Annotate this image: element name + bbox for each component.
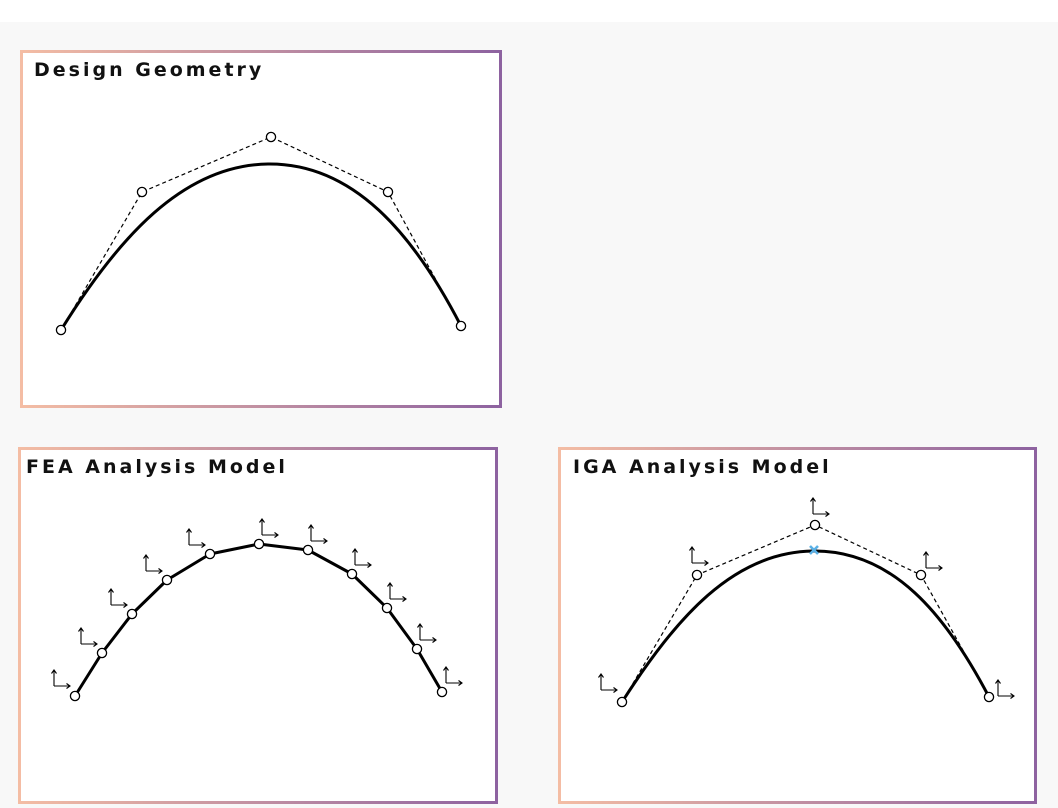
iga-analysis-diagram	[598, 497, 1015, 708]
circle-icon	[616, 696, 628, 708]
circle-icon	[346, 568, 358, 580]
axis-arrows-icon	[598, 673, 618, 693]
control-point	[455, 320, 467, 332]
axis-arrows-icon	[923, 551, 943, 571]
panel-title: Design Geometry	[34, 59, 265, 81]
circle-icon	[96, 647, 108, 659]
axis-arrows-icon	[387, 582, 407, 602]
control-point	[55, 324, 67, 336]
axis-arrows-icon	[108, 588, 128, 608]
control-polygon	[60, 136, 462, 331]
circle-icon	[436, 686, 448, 698]
axis-arrows-icon	[143, 554, 163, 574]
axis-arrows-icon	[308, 524, 328, 544]
circle-icon	[381, 602, 393, 614]
fea-analysis-diagram	[51, 518, 463, 702]
iga-analysis-content: IGA Analysis Model	[561, 450, 1034, 801]
circle-icon	[809, 519, 821, 531]
fea-analysis-panel: FEA Analysis Model	[18, 447, 498, 804]
axis-arrows-icon	[443, 666, 463, 686]
axis-arrows-icon	[186, 528, 206, 548]
iga-analysis-panel: IGA Analysis Model	[558, 447, 1037, 804]
design-geometry-diagram	[55, 131, 467, 336]
circle-icon	[253, 538, 265, 550]
panel-title: IGA Analysis Model	[573, 456, 832, 478]
fea-analysis-content: FEA Analysis Model	[21, 450, 495, 801]
fea-mesh-polyline	[73, 542, 444, 697]
panel-title: FEA Analysis Model	[26, 456, 288, 478]
axis-arrows-icon	[417, 623, 437, 643]
circle-icon	[69, 690, 81, 702]
circle-icon	[983, 691, 995, 703]
control-point	[382, 186, 394, 198]
control-point	[136, 186, 148, 198]
axis-arrows-icon	[352, 548, 372, 568]
axis-arrows-icon	[810, 497, 830, 517]
circle-icon	[691, 569, 703, 581]
diagram-canvas: Design Geometry FEA Analysis Model IGA	[0, 22, 1058, 808]
circle-icon	[915, 569, 927, 581]
circle-icon	[126, 608, 138, 620]
circle-icon	[411, 643, 423, 655]
axis-arrows-icon	[51, 669, 71, 689]
axis-arrows-icon	[995, 679, 1015, 699]
nurbs-curve	[620, 549, 991, 703]
circle-icon	[161, 574, 173, 586]
circle-icon	[302, 544, 314, 556]
control-point	[265, 131, 277, 143]
design-geometry-content: Design Geometry	[23, 53, 499, 405]
nurbs-curve	[59, 162, 463, 331]
x-marker-icon	[809, 545, 819, 555]
axis-arrows-icon	[689, 546, 709, 566]
circle-icon	[204, 548, 216, 560]
design-geometry-panel: Design Geometry	[20, 50, 502, 408]
axis-arrows-icon	[259, 518, 279, 538]
axis-arrows-icon	[78, 627, 98, 647]
